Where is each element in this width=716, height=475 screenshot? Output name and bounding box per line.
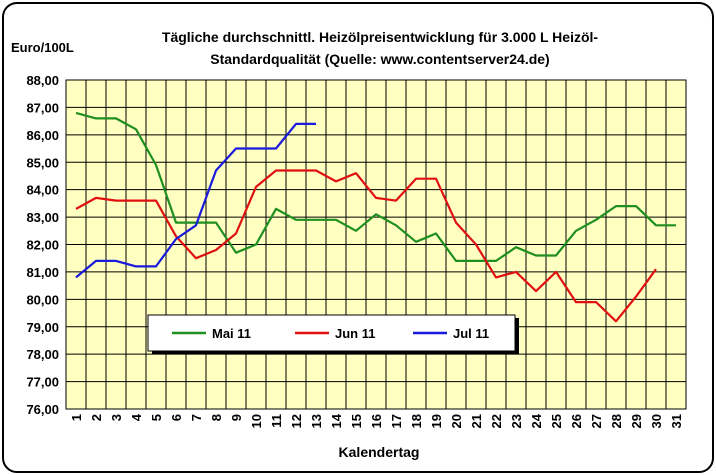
- x-tick-label: 14: [329, 413, 344, 428]
- x-tick-label: 5: [149, 414, 164, 421]
- chart-title: Tägliche durchschnittl. Heizölpreisentwi…: [162, 29, 598, 45]
- legend-box: [147, 314, 516, 352]
- x-tick-label: 10: [249, 414, 264, 428]
- x-tick-label: 15: [349, 414, 364, 428]
- x-tick-label: 19: [429, 414, 444, 428]
- legend-label: Mai 11: [212, 326, 251, 341]
- x-tick-label: 3: [109, 414, 124, 421]
- y-tick-label: 88,00: [26, 73, 59, 88]
- y-tick-label: 77,00: [26, 375, 59, 390]
- x-tick-label: 31: [669, 414, 684, 428]
- x-tick-label: 9: [229, 414, 244, 421]
- x-tick-label: 16: [369, 414, 384, 428]
- y-tick-label: 86,00: [26, 128, 59, 143]
- y-tick-label: 82,00: [26, 238, 59, 253]
- x-tick-label: 2: [89, 414, 104, 421]
- legend-items: Mai 11 Jun 11 Jul 11: [172, 326, 489, 341]
- x-tick-label: 30: [649, 414, 664, 428]
- y-tick-label: 84,00: [26, 183, 59, 198]
- x-tick-label: 23: [509, 414, 524, 428]
- x-tick-label: 28: [609, 414, 624, 428]
- x-tick-label: 4: [129, 413, 144, 421]
- y-tick-labels: 76,00 77,00 78,00 79,00 80,00 81,00 82,00 83,00…: [26, 73, 59, 417]
- x-tick-label: 13: [309, 414, 324, 428]
- x-tick-label: 22: [489, 414, 504, 428]
- x-tick-label: 27: [589, 414, 604, 428]
- legend-label: Jul 11: [453, 326, 489, 341]
- x-tick-label: 7: [189, 414, 204, 421]
- x-tick-label: 29: [629, 414, 644, 428]
- x-tick-label: 6: [169, 414, 184, 421]
- x-tick-label: 1: [69, 414, 84, 421]
- x-axis-label: Kalendertag: [339, 444, 420, 460]
- y-tick-label: 76,00: [26, 402, 59, 417]
- x-tick-label: 18: [409, 414, 424, 428]
- y-tick-label: 85,00: [26, 155, 59, 170]
- x-tick-label: 26: [569, 414, 584, 428]
- y-tick-label: 80,00: [26, 292, 59, 307]
- x-tick-label: 25: [549, 414, 564, 428]
- x-tick-label: 24: [529, 413, 544, 428]
- y-tick-label: 79,00: [26, 320, 59, 335]
- series-lines: [75, 111, 676, 323]
- y-tick-label: 87,00: [26, 100, 59, 115]
- x-tick-label: 20: [449, 414, 464, 428]
- series-line-jun-11: [75, 169, 657, 323]
- series-line-mai-11: [75, 111, 676, 262]
- gridlines: [66, 80, 686, 409]
- y-axis-label: Euro/100L: [11, 40, 74, 55]
- y-tick-label: 78,00: [26, 347, 59, 362]
- x-tick-label: 8: [209, 414, 224, 421]
- y-tick-label: 83,00: [26, 210, 59, 225]
- y-tick-label: 81,00: [26, 265, 59, 280]
- x-tick-labels: 1 2 3 4 5 6 7 8 9 10 11 12 13 14 15 16 17 18 19 20 21 22 23 24 2…: [69, 413, 684, 428]
- x-tick-label: 11: [269, 414, 284, 428]
- series-line-jul-11: [75, 122, 316, 279]
- x-tick-label: 12: [289, 414, 304, 428]
- x-tick-label: 17: [389, 414, 404, 428]
- x-tick-label: 21: [469, 414, 484, 428]
- legend: Mai 11 Jun 11 Jul 11: [147, 314, 519, 354]
- chart-subtitle: Standardqualität (Quelle: www.contentser…: [210, 51, 549, 67]
- legend-label: Jun 11: [335, 326, 375, 341]
